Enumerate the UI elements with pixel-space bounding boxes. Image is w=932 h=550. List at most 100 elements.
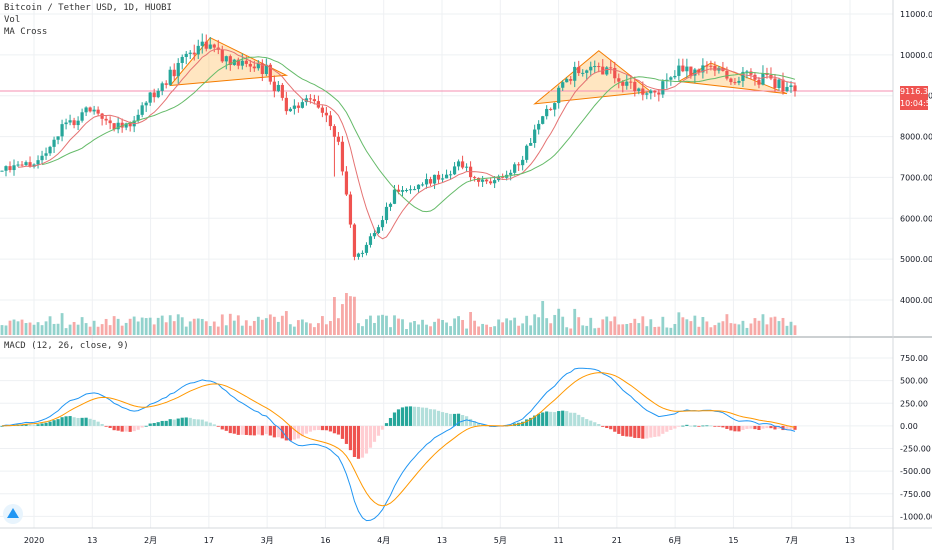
macd-histogram-bar <box>44 422 48 426</box>
macd-histogram-bar <box>585 419 589 426</box>
candle-body <box>136 114 140 121</box>
volume-bar <box>685 319 689 335</box>
candle-body <box>689 66 693 76</box>
candle-body <box>272 81 276 92</box>
volume-bar <box>441 319 444 335</box>
volume-bar <box>417 324 420 335</box>
candle-body <box>677 65 681 76</box>
macd-histogram-bar <box>765 425 769 429</box>
macd-histogram-bar <box>100 423 104 426</box>
macd-histogram-bar <box>565 411 569 426</box>
candle-body <box>573 66 577 81</box>
candle-body <box>396 189 401 192</box>
macd-histogram-bar <box>440 412 445 426</box>
volume-bar <box>60 313 64 335</box>
macd-histogram-bar <box>136 425 140 430</box>
macd-histogram-bar <box>56 419 60 426</box>
volume-bar <box>345 293 348 335</box>
volume-bar <box>557 308 561 335</box>
candle-body <box>456 161 461 167</box>
macd-histogram-bar <box>633 425 637 438</box>
macd-histogram-bar <box>144 425 148 427</box>
candle-body <box>513 164 517 173</box>
ma-legend[interactable]: MA Cross <box>4 27 48 37</box>
macd-legend[interactable]: MACD (12, 26, close, 9) <box>4 341 129 351</box>
symbol-legend[interactable]: Bitcoin / Tether USD, 1D, HUOBI <box>4 3 172 13</box>
candle-body <box>581 72 585 74</box>
price-tick-label: 5000.00 <box>900 255 932 264</box>
volume-bar <box>525 315 529 335</box>
volume-bar <box>188 321 192 335</box>
macd-histogram-bar <box>625 425 629 437</box>
volume-bar <box>697 326 701 335</box>
volume-bar <box>681 317 685 335</box>
volume-bar <box>132 316 136 335</box>
volume-bar <box>124 322 128 335</box>
macd-histogram-bar <box>701 425 705 427</box>
volume-legend[interactable]: Vol <box>4 15 21 25</box>
volume-bar <box>645 326 649 335</box>
macd-histogram-bar <box>657 425 661 437</box>
candle-body <box>264 64 268 74</box>
candle-body <box>368 236 373 245</box>
macd-histogram-bar <box>673 425 677 429</box>
volume-bar <box>481 323 485 335</box>
candle-body <box>76 120 80 126</box>
last-price-tag: 9116.37 <box>900 86 932 98</box>
tradingview-logo-icon[interactable] <box>3 504 23 524</box>
macd-histogram-bar <box>244 425 248 435</box>
candle-body <box>781 79 785 92</box>
candle-body <box>384 206 389 221</box>
candle-body <box>432 174 437 184</box>
candle-body <box>116 122 120 130</box>
candle-body <box>256 63 260 69</box>
volume-bar <box>349 296 352 335</box>
macd-histogram-bar <box>741 425 745 431</box>
bar-countdown-tag: 10:04:56 <box>900 98 932 110</box>
macd-histogram-bar <box>376 425 381 436</box>
volume-bar <box>308 323 312 335</box>
macd-histogram-bar <box>52 420 56 426</box>
volume-bar <box>56 323 60 335</box>
candle-body <box>56 136 60 140</box>
candle-body <box>757 79 761 85</box>
macd-histogram-bar <box>384 423 389 426</box>
macd-histogram-bar <box>416 406 421 426</box>
macd-histogram-bar <box>148 423 152 426</box>
candle-body <box>633 81 637 92</box>
candle-body <box>124 123 128 128</box>
candle-body <box>729 78 733 83</box>
ma-slow-line <box>41 56 796 213</box>
price-tick-label: 10000.00 <box>900 51 932 60</box>
volume-bar <box>437 318 440 335</box>
volume-bar <box>160 315 164 335</box>
macd-histogram-bar <box>312 425 316 431</box>
candle-body <box>448 174 453 176</box>
macd-histogram-bar <box>545 411 549 426</box>
candle-body <box>80 112 84 121</box>
macd-histogram-bar <box>521 421 525 426</box>
volume-bar <box>256 316 260 335</box>
candle-body <box>288 108 292 112</box>
candle-body <box>733 82 737 84</box>
volume-bar <box>617 324 621 335</box>
candle-body <box>613 68 617 79</box>
volume-bar <box>785 325 789 335</box>
time-tick-label: 2月 <box>144 536 157 545</box>
candle-body <box>312 99 316 102</box>
candle-body <box>380 220 385 228</box>
macd-histogram-bar <box>124 425 128 432</box>
candle-body <box>28 162 32 167</box>
volume-bar <box>541 301 545 335</box>
candle-body <box>344 171 349 195</box>
volume-bar <box>300 319 304 335</box>
volume-bar <box>649 319 653 335</box>
macd-histogram-bar <box>737 425 741 432</box>
macd-histogram-bar <box>725 425 729 429</box>
macd-histogram-bar <box>356 425 361 459</box>
candle-body <box>489 181 493 184</box>
macd-histogram-bar <box>160 420 164 426</box>
candle-body <box>501 176 505 178</box>
macd-histogram-bar <box>677 425 681 427</box>
